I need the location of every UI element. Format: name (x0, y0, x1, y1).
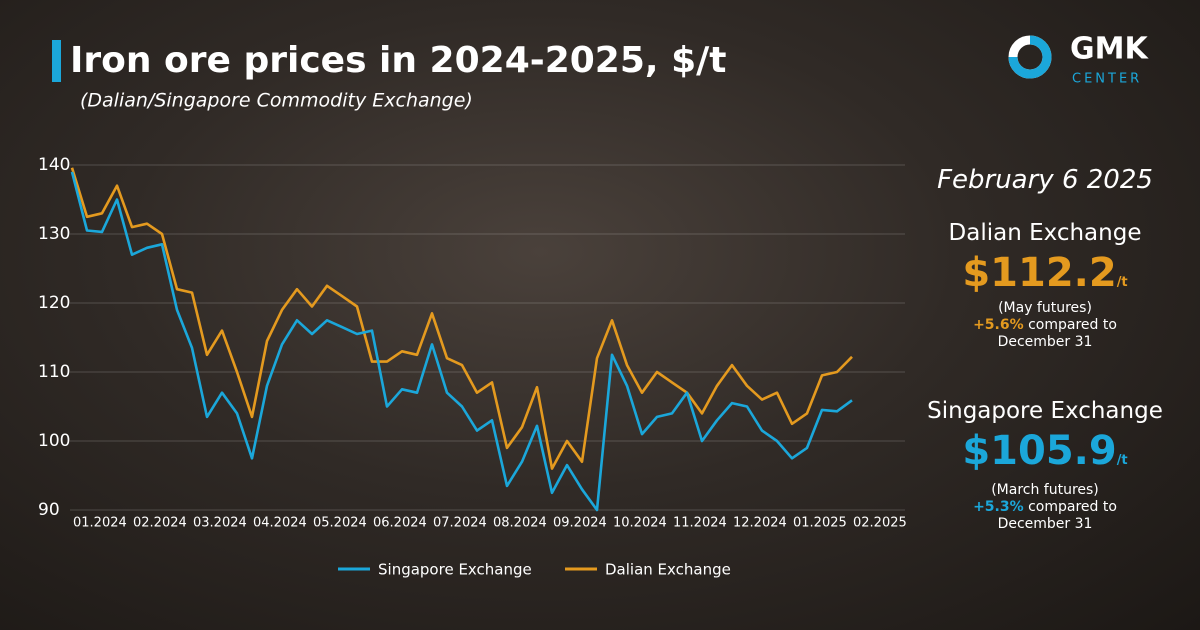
dalian-change-text: compared to (1028, 317, 1117, 333)
y-tick-label: 130 (38, 224, 70, 244)
dalian-price: $112.2 (962, 250, 1117, 296)
logo: GMK CENTER (1008, 32, 1149, 87)
x-tick-label: 05.2024 (313, 516, 367, 531)
x-tick-label: 01.2025 (793, 516, 847, 531)
legend-label: Dalian Exchange (605, 561, 731, 579)
chart-title: Iron ore prices in 2024-2025, $/t (70, 40, 727, 81)
dalian-note: (May futures) (998, 300, 1092, 316)
dalian-label: Dalian Exchange (948, 220, 1142, 246)
y-tick-label: 140 (38, 155, 70, 175)
legend-label: Singapore Exchange (378, 561, 532, 579)
singapore-change-date: December 31 (997, 516, 1093, 532)
x-tick-label: 10.2024 (613, 516, 667, 531)
singapore-label: Singapore Exchange (927, 398, 1163, 424)
x-tick-label: 08.2024 (493, 516, 547, 531)
singapore-change: +5.3% (973, 499, 1024, 515)
x-tick-label: 02.2024 (133, 516, 187, 531)
singapore-price: $105.9 (962, 428, 1117, 474)
x-tick-label: 11.2024 (673, 516, 727, 531)
x-tick-label: 12.2024 (733, 516, 787, 531)
logo-name: GMK (1070, 32, 1149, 67)
singapore-change-text: compared to (1028, 499, 1117, 515)
x-tick-label: 02.2025 (853, 516, 907, 531)
x-tick-label: 04.2024 (253, 516, 307, 531)
dalian-price-block: $112.2/t (920, 250, 1170, 296)
x-tick-label: 01.2024 (73, 516, 127, 531)
y-tick-label: 110 (38, 362, 70, 382)
dalian-change-line: +5.6% compared to (920, 317, 1170, 334)
y-tick-label: 100 (38, 431, 70, 451)
dalian-change-date: December 31 (997, 334, 1093, 350)
dalian-unit: /t (1116, 275, 1128, 290)
singapore-note: (March futures) (991, 482, 1099, 498)
y-tick-label: 90 (38, 500, 60, 520)
x-tick-label: 03.2024 (193, 516, 247, 531)
dalian-change: +5.6% (973, 317, 1024, 333)
logo-sub: CENTER (1072, 72, 1142, 87)
title-accent (52, 40, 61, 82)
panel-date: February 6 2025 (937, 165, 1153, 195)
dalian-notes: (May futures) +5.6% compared to December… (920, 300, 1170, 351)
series-line (70, 171, 853, 512)
singapore-change-line: +5.3% compared to (920, 499, 1170, 516)
singapore-unit: /t (1116, 453, 1128, 468)
y-tick-label: 120 (38, 293, 70, 313)
chart-subtitle: (Dalian/Singapore Commodity Exchange) (80, 90, 473, 112)
singapore-price-block: $105.9/t (920, 428, 1170, 474)
x-tick-label: 09.2024 (553, 516, 607, 531)
x-tick-label: 07.2024 (433, 516, 487, 531)
logo-arc (1008, 35, 1052, 79)
series-line (70, 167, 853, 470)
x-tick-label: 06.2024 (373, 516, 427, 531)
singapore-notes: (March futures) +5.3% compared to Decemb… (920, 482, 1170, 533)
